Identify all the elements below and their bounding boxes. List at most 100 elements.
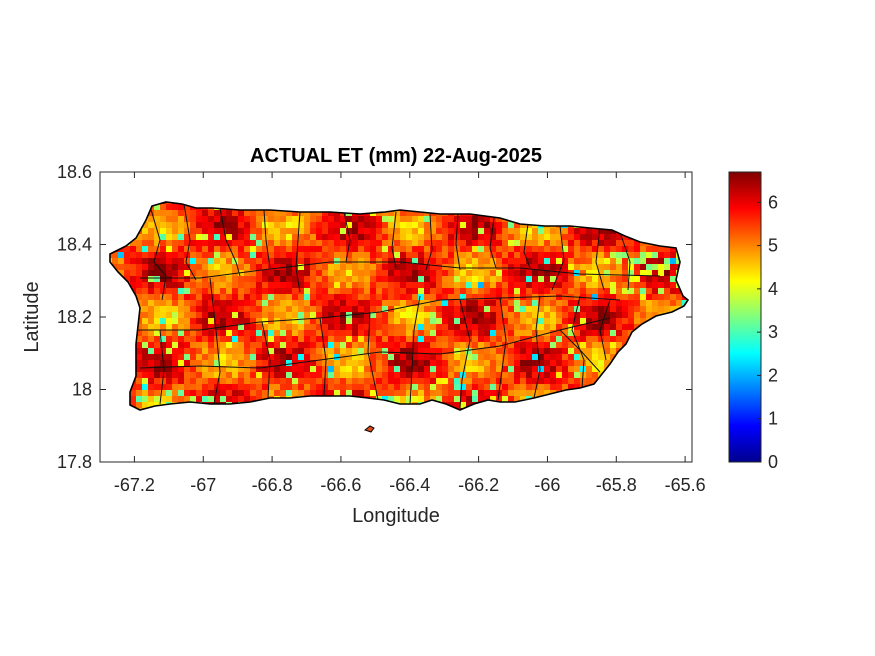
heatmap-cell	[604, 264, 610, 270]
heatmap-cell	[424, 330, 430, 336]
heatmap-cell	[358, 312, 364, 318]
heatmap-cell	[598, 318, 604, 324]
heatmap-cell	[376, 348, 382, 354]
heatmap-cell	[484, 312, 490, 318]
heatmap-cell	[592, 354, 598, 360]
heatmap-cell	[322, 270, 328, 276]
heatmap-cell	[178, 360, 184, 366]
heatmap-cell	[382, 216, 388, 222]
heatmap-cell	[226, 330, 232, 336]
heatmap-cell	[268, 336, 274, 342]
heatmap-cell	[370, 288, 376, 294]
heatmap-cell	[124, 264, 130, 270]
heatmap-cell	[340, 264, 346, 270]
heatmap-cell	[298, 240, 304, 246]
heatmap-cell	[514, 246, 520, 252]
heatmap-cell	[310, 234, 316, 240]
heatmap-cell	[124, 276, 130, 282]
heatmap-cell	[550, 234, 556, 240]
heatmap-cell	[178, 384, 184, 390]
heatmap-cell	[616, 252, 622, 258]
heatmap-cell	[586, 366, 592, 372]
heatmap-cell	[310, 222, 316, 228]
heatmap-cell	[574, 384, 580, 390]
heatmap-cell	[538, 270, 544, 276]
heatmap-cell	[418, 258, 424, 264]
heatmap-cell	[178, 276, 184, 282]
municipality-boundary	[367, 311, 379, 401]
heatmap-cell	[466, 402, 472, 408]
municipality-boundary	[523, 223, 531, 269]
heatmap-cell	[110, 252, 112, 258]
heatmap-cell	[268, 240, 274, 246]
heatmap-cell	[520, 384, 526, 390]
heatmap-cell	[598, 252, 604, 258]
heatmap-cell	[526, 330, 532, 336]
heatmap-cell	[316, 300, 322, 306]
heatmap-cell	[358, 300, 364, 306]
heatmap-cell	[154, 216, 160, 222]
heatmap-cell	[538, 264, 544, 270]
heatmap-cell	[652, 300, 658, 306]
heatmap-cell	[514, 366, 520, 372]
heatmap-cell	[502, 378, 508, 384]
heatmap-cell	[154, 366, 160, 372]
heatmap-cell	[448, 246, 454, 252]
heatmap-cell	[538, 384, 544, 390]
heatmap-cell	[184, 258, 190, 264]
heatmap-cell	[568, 366, 574, 372]
heatmap-cell	[628, 288, 634, 294]
heatmap-cell	[172, 228, 178, 234]
heatmap-cell	[196, 354, 202, 360]
heatmap-cell	[502, 366, 508, 372]
heatmap-cell	[436, 234, 442, 240]
heatmap-cell	[142, 396, 148, 402]
heatmap-cell	[562, 306, 568, 312]
heatmap-cell	[232, 210, 238, 216]
heatmap-cell	[358, 306, 364, 312]
heatmap-cell	[322, 342, 328, 348]
heatmap-cell	[286, 330, 292, 336]
heatmap-cell	[604, 252, 610, 258]
heatmap-cell	[400, 366, 406, 372]
heatmap-cell	[520, 318, 526, 324]
heatmap-cell	[430, 354, 436, 360]
heatmap-cell	[568, 306, 574, 312]
heatmap-cell	[256, 228, 262, 234]
x-tick-label: -65.8	[596, 475, 637, 495]
heatmap-cell	[382, 384, 388, 390]
heatmap-cell	[490, 252, 496, 258]
heatmap-cell	[424, 252, 430, 258]
heatmap-cell	[466, 336, 472, 342]
heatmap-cell	[274, 348, 280, 354]
heatmap-cell	[406, 324, 412, 330]
heatmap-cell	[532, 234, 538, 240]
heatmap-cell	[574, 324, 580, 330]
heatmap-cell	[370, 348, 376, 354]
heatmap-cell	[502, 282, 508, 288]
heatmap-cell	[370, 246, 376, 252]
heatmap-cell	[442, 306, 448, 312]
heatmap-cell	[472, 288, 478, 294]
heatmap-cell	[286, 228, 292, 234]
heatmap-cell	[472, 318, 478, 324]
heatmap-cell	[292, 330, 298, 336]
heatmap-cell	[190, 354, 196, 360]
heatmap-cell	[262, 336, 268, 342]
heatmap-cell	[178, 246, 184, 252]
heatmap-cell	[544, 378, 550, 384]
heatmap-cell	[250, 270, 256, 276]
heatmap-cell	[394, 354, 400, 360]
heatmap-cell	[184, 348, 190, 354]
heatmap-cell	[280, 276, 286, 282]
heatmap-cell	[436, 288, 442, 294]
heatmap-cell	[340, 228, 346, 234]
heatmap-cell	[610, 324, 616, 330]
heatmap-cell	[556, 252, 562, 258]
heatmap-cell	[238, 384, 244, 390]
heatmap-cell	[256, 336, 262, 342]
heatmap-cell	[424, 246, 430, 252]
heatmap-cell	[466, 294, 472, 300]
heatmap-cell	[334, 222, 340, 228]
heatmap-cell	[382, 294, 388, 300]
